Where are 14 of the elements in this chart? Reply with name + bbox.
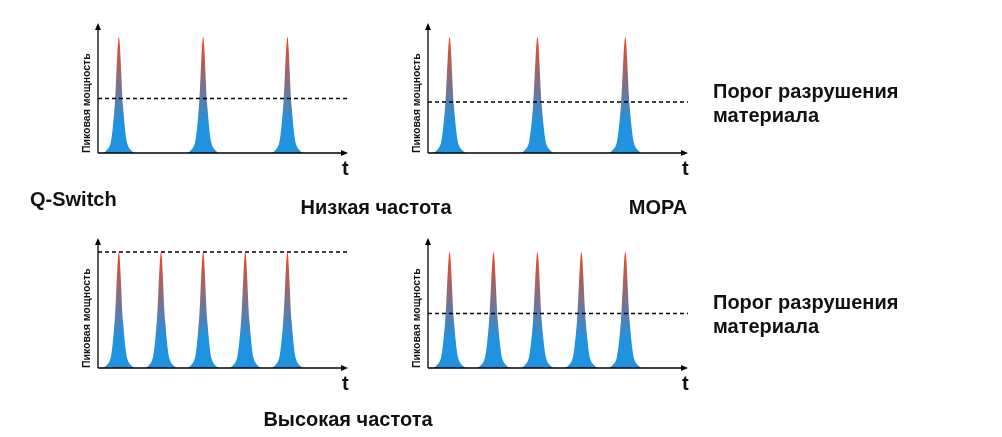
x-axis-title: t: [342, 157, 349, 179]
x-axis-title: t: [682, 157, 689, 179]
text: Q-Switch: [30, 188, 117, 210]
x-axis-title: t: [682, 372, 689, 394]
y-axis-title: Пиковая мощность: [410, 52, 422, 153]
ref-line-label: Порог разрушения материала: [713, 79, 899, 126]
y-axis-title: Пиковая мощность: [80, 267, 92, 368]
ref-line-label: Порог разрушения материала: [713, 291, 899, 338]
text: MOPA: [628, 196, 688, 218]
y-axis-title: Пиковая мощность: [410, 267, 422, 368]
text: Высокая частота: [263, 408, 434, 430]
text: Низкая частота: [300, 196, 453, 218]
x-axis-title: t: [342, 372, 349, 394]
y-axis-title: Пиковая мощность: [80, 52, 92, 153]
